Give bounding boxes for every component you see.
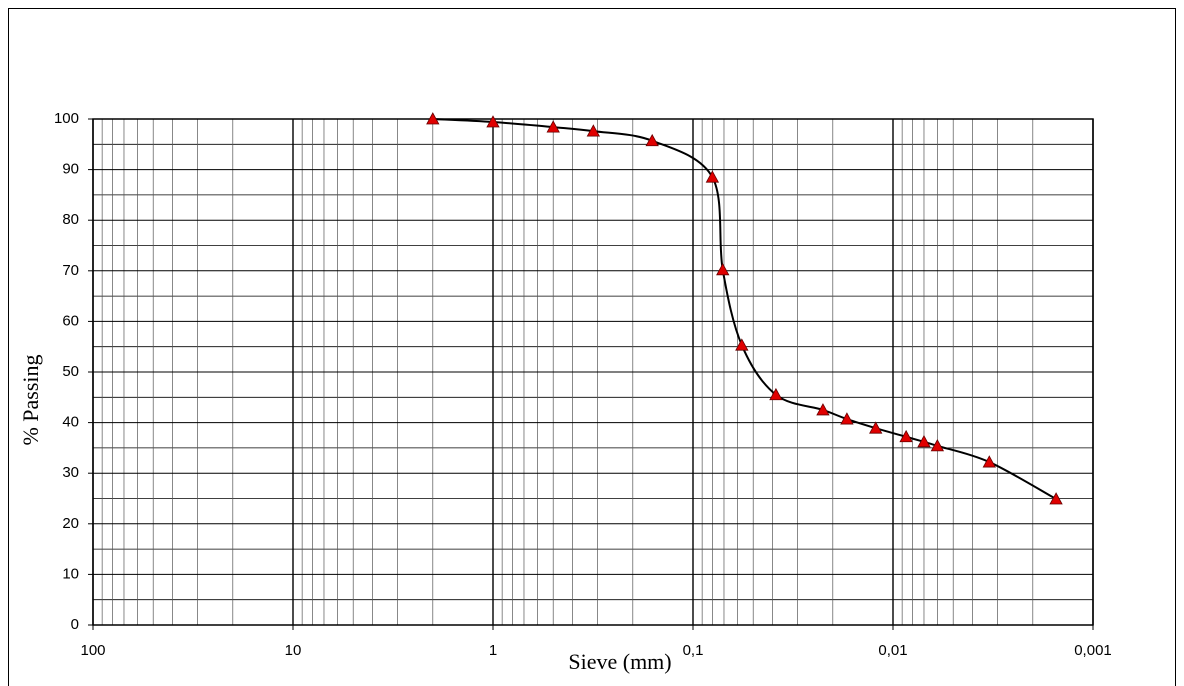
frame xyxy=(8,8,1176,686)
marker xyxy=(426,112,440,125)
x-tick-label: 100 xyxy=(80,642,105,659)
x-tick-label: 1 xyxy=(489,642,497,659)
y-tick-label: 0 xyxy=(71,616,79,633)
marker xyxy=(816,403,830,416)
x-axis-label: Sieve (mm) xyxy=(568,649,671,674)
y-tick-label: 40 xyxy=(62,414,79,431)
marker xyxy=(586,124,601,137)
marker xyxy=(869,421,883,434)
x-tick-label: 10 xyxy=(285,642,302,659)
y-axis-label: % Passing xyxy=(18,354,43,445)
marker xyxy=(486,115,500,128)
marker xyxy=(705,170,720,183)
marker xyxy=(899,429,913,443)
y-tick-label: 80 xyxy=(62,211,79,228)
y-tick-label: 30 xyxy=(62,464,79,481)
marker xyxy=(716,262,730,276)
marker xyxy=(1049,492,1063,505)
marker xyxy=(840,412,854,425)
x-tick-label: 0,01 xyxy=(878,642,907,659)
y-tick-label: 60 xyxy=(62,312,79,329)
y-tick-label: 90 xyxy=(62,161,79,178)
marker xyxy=(982,455,996,468)
y-tick-label: 20 xyxy=(62,515,79,532)
y-tick-label: 50 xyxy=(62,363,79,380)
marker xyxy=(769,387,783,401)
x-tick-label: 0,001 xyxy=(1074,642,1112,659)
y-tick-label: 10 xyxy=(62,565,79,582)
grid xyxy=(92,118,1094,626)
line xyxy=(432,118,1057,500)
marker xyxy=(645,133,659,147)
marker xyxy=(735,338,749,351)
marker xyxy=(546,120,560,133)
x-tick-label: 0,1 xyxy=(683,642,704,659)
marker xyxy=(917,434,931,448)
y-tick-label: 100 xyxy=(54,110,79,127)
marker xyxy=(930,439,945,452)
y-tick-label: 70 xyxy=(62,262,79,279)
